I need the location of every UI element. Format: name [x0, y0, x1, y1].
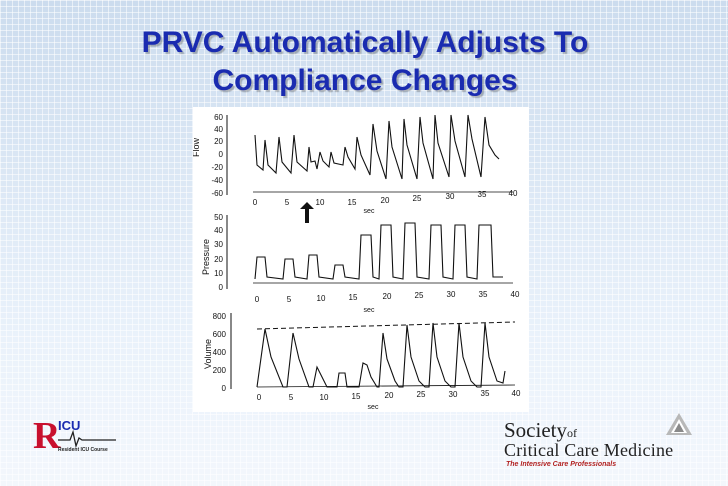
pressure-x-unit: sec [364, 307, 375, 314]
sccm-name-line2: Critical Care Medicine [504, 440, 674, 460]
flow-x-tick: 30 [446, 192, 455, 201]
ricu-logo-graphic: R ICU [33, 415, 116, 457]
flow-x-tick: 35 [478, 190, 487, 199]
volume-x-tick: 15 [352, 392, 361, 401]
flow-x-unit: sec [364, 208, 375, 215]
volume-x-tick: 0 [257, 393, 262, 402]
volume-x-tick: 5 [289, 393, 294, 402]
pressure-x-tick: 20 [383, 292, 392, 301]
pressure-tick: 10 [214, 269, 223, 278]
pressure-x-tick: 5 [287, 295, 292, 304]
flow-x-tick: 20 [381, 196, 390, 205]
volume-x-tick: 25 [417, 390, 426, 399]
title-line-2: Compliance Changes [212, 64, 518, 97]
pressure-x-tick: 25 [415, 291, 424, 300]
pressure-x-tick: 10 [317, 294, 326, 303]
pressure-tick: 50 [214, 213, 223, 222]
volume-x-tick: 35 [481, 389, 490, 398]
sccm-triangle-icon [666, 413, 692, 435]
volume-axis-label: Volume [203, 339, 213, 369]
volume-tick: 400 [213, 348, 227, 357]
volume-waveform [256, 322, 506, 388]
volume-x-tick: 20 [385, 391, 394, 400]
pressure-x-tick: 0 [255, 295, 260, 304]
flow-x-tick: 10 [316, 198, 325, 207]
title-line-1: PRVC Automatically Adjusts To [141, 26, 589, 59]
sccm-tagline: The Intensive Care Professionals [506, 461, 617, 468]
flow-x-tick: 5 [285, 198, 290, 207]
pressure-axis-label: Pressure [201, 239, 211, 275]
flow-x-tick: 40 [509, 189, 518, 198]
sccm-society: Society [504, 418, 567, 442]
flow-tick: 60 [214, 113, 223, 122]
pressure-waveform [254, 222, 503, 280]
flow-tick: -40 [211, 176, 223, 185]
sccm-of: of [567, 426, 577, 440]
flow-x-tick: 15 [348, 198, 357, 207]
flow-axis-label: Flow [193, 137, 201, 157]
volume-tick: 600 [213, 330, 227, 339]
pressure-x-tick: 35 [479, 290, 488, 299]
volume-x-tick: 10 [320, 393, 329, 402]
pressure-tick: 40 [214, 226, 223, 235]
volume-panel: Volume 800 600 400 200 0 0 5 10 15 20 25… [203, 312, 521, 411]
volume-tick: 800 [213, 312, 227, 321]
flow-panel: Flow 60 40 20 0 -20 -40 -60 0 5 10 15 20… [193, 113, 518, 223]
flow-tick: 40 [214, 125, 223, 134]
volume-x-tick: 30 [449, 390, 458, 399]
pressure-tick: 20 [214, 255, 223, 264]
pressure-tick: 30 [214, 240, 223, 249]
flow-tick: 0 [219, 150, 224, 159]
volume-tick: 200 [213, 366, 227, 375]
volume-x-tick: 40 [512, 389, 521, 398]
ricu-logo: R ICU Resident ICU Course [30, 412, 120, 467]
pressure-x-tick: 15 [349, 293, 358, 302]
pressure-panel: Pressure 50 40 30 20 10 0 0 5 10 15 20 2… [201, 213, 520, 314]
flow-x-tick: 25 [413, 194, 422, 203]
waveform-figure: Flow 60 40 20 0 -20 -40 -60 0 5 10 15 20… [193, 107, 529, 412]
flow-tick: -60 [211, 189, 223, 198]
pressure-tick: 0 [219, 283, 224, 292]
sccm-logo: Societyof Critical Care Medicine The Int… [500, 412, 700, 472]
flow-x-tick: 0 [253, 198, 258, 207]
waveform-svg: Flow 60 40 20 0 -20 -40 -60 0 5 10 15 20… [193, 113, 521, 411]
slide-title: PRVC Automatically Adjusts To Compliance… [40, 24, 690, 100]
volume-x-unit: sec [368, 404, 379, 411]
ricu-subtitle: Resident ICU Course [58, 447, 108, 453]
flow-waveform [254, 114, 500, 180]
pressure-x-tick: 40 [511, 290, 520, 299]
arrow-up-icon [300, 202, 314, 223]
volume-tick: 0 [222, 384, 227, 393]
svg-text:ICU: ICU [58, 418, 80, 433]
sccm-name-line1: Societyof [504, 418, 577, 443]
target-volume-line [256, 321, 516, 330]
flow-tick: -20 [211, 163, 223, 172]
svg-text:R: R [33, 415, 61, 457]
flow-tick: 20 [214, 137, 223, 146]
pressure-x-tick: 30 [447, 290, 456, 299]
